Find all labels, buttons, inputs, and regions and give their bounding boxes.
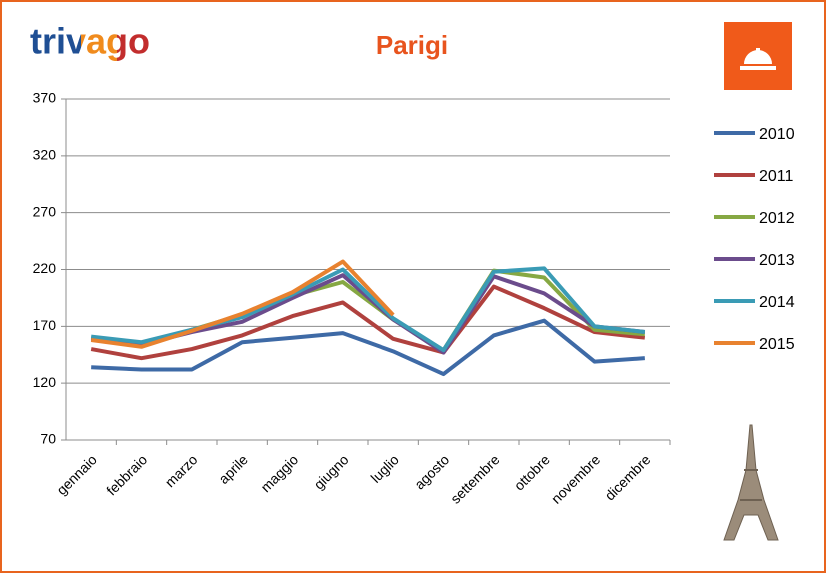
legend-label: 2010 xyxy=(759,126,795,143)
y-tick-label: 170 xyxy=(33,317,57,333)
y-tick-label: 270 xyxy=(33,203,57,219)
legend-label: 2012 xyxy=(759,210,795,227)
series-line xyxy=(90,259,395,349)
y-tick-label: 220 xyxy=(33,260,57,276)
y-tick-label: 120 xyxy=(33,374,57,390)
y-tick-label: 370 xyxy=(33,90,57,106)
bell-icon xyxy=(724,22,792,90)
legend-label: 2013 xyxy=(759,252,795,269)
series-line xyxy=(90,284,646,361)
legend-label: 2011 xyxy=(759,168,794,185)
chart-title: Parigi xyxy=(376,30,448,60)
legend-label: 2015 xyxy=(759,336,795,353)
logo: trivago xyxy=(30,21,150,62)
y-tick-label: 70 xyxy=(40,431,56,447)
series-line xyxy=(91,318,645,377)
y-tick-label: 320 xyxy=(33,147,57,163)
eiffel-tower-icon xyxy=(723,424,779,541)
legend-label: 2014 xyxy=(759,294,795,311)
